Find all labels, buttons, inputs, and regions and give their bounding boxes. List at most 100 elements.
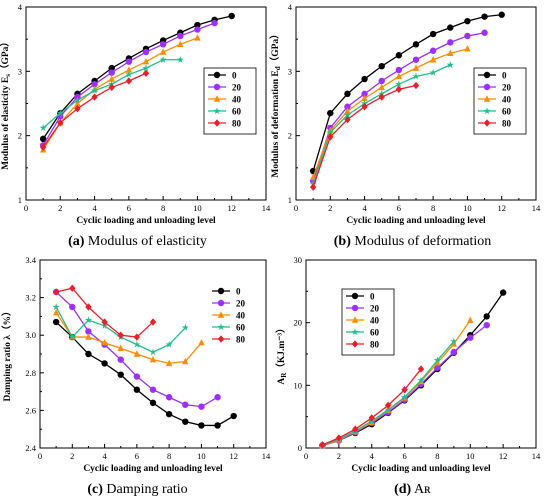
data-point [117,371,124,378]
legend-marker [217,335,225,343]
legend-label: 0 [502,71,507,81]
data-point [384,405,392,413]
data-point [412,64,420,71]
data-point [68,333,76,341]
x-tick-label: 4 [102,451,107,461]
x-tick-label: 4 [362,203,367,213]
data-point [412,81,420,90]
data-point [230,412,237,420]
data-point [181,323,189,331]
legend-label: 80 [232,119,242,129]
data-point [90,86,99,94]
data-point [101,360,108,367]
legend: 0 20 40 60 80 [341,288,395,356]
x-tick-label: 10 [197,451,206,461]
legend-label: 0 [232,71,237,81]
series-80 [309,81,420,191]
data-point [481,13,488,20]
x-tick-label: 8 [167,451,171,461]
x-tick-label: 0 [38,451,42,461]
data-point [39,143,47,151]
data-point [198,339,205,346]
series-line [55,312,202,365]
chart-panel-c: 0 2 4 6 8 10 12 14 2.4 2.6 2.8 3.0 3.2 3.4 Cyclic load… [1,255,271,474]
series-80 [39,69,150,151]
legend-label: 60 [502,107,512,117]
data-point [361,75,368,83]
caption-b: (b) Modulus of deformation [333,234,492,249]
series-40 [52,308,205,367]
data-point [91,81,98,88]
y-tick-label: 3 [288,66,292,76]
x-axis-label: Cyclic loading and unloading level [83,464,223,474]
y-axis-label: AR（KJ.m⁻³） [275,323,288,384]
data-point [395,85,403,94]
data-point [378,93,385,101]
data-point [182,357,189,365]
x-tick-label: 4 [370,451,375,461]
x-axis-label: Cyclic loading and unloading level [76,216,216,226]
data-point [412,56,420,63]
data-point [378,83,385,91]
legend: 0 20 40 60 80 [203,67,257,135]
data-point [117,331,124,339]
data-point [434,364,441,371]
data-point [176,55,184,63]
legend-marker [351,328,359,336]
legend-marker [483,71,491,79]
data-point [429,30,437,38]
chart-panel-d: 0 2 4 6 8 10 12 14 0 10 20 30 Cyclic loading and unl… [275,255,541,474]
caption-a: (a) Modulus of elasticity [68,234,207,249]
data-point [228,12,235,20]
y-axis-label: Modulus of deformation Ed（GPa） [269,29,282,177]
data-point [499,289,507,296]
legend: 0 20 40 60 80 [208,284,260,350]
legend-box [341,288,395,356]
legend-marker [217,299,225,307]
x-tick-label: 2 [58,203,62,213]
data-point [159,48,167,55]
data-point [117,344,124,352]
data-point [395,80,403,88]
legend-label: 20 [502,83,512,93]
legend-box [208,284,260,350]
series-40 [309,45,471,181]
x-tick-label: 10 [193,203,202,213]
y-tick-label: 3 [18,66,22,76]
data-point [74,104,81,113]
data-point [133,340,141,348]
data-point [133,333,141,341]
data-point [39,135,47,143]
data-point [368,414,375,422]
y-tick-label: 4 [288,2,293,12]
data-point [395,72,403,80]
data-point [412,41,420,48]
legend-label: 40 [232,95,242,105]
data-point [498,11,505,18]
data-point [361,103,368,111]
data-point [149,318,157,326]
legend-label: 0 [236,287,241,297]
data-point [361,94,368,102]
legend-marker [483,107,491,115]
data-point [149,355,157,363]
data-point [464,32,471,40]
data-point [483,313,490,320]
data-point [467,334,474,341]
legend-marker [217,287,225,295]
data-point [56,109,64,117]
data-point [133,373,141,380]
data-point [483,321,490,329]
y-tick-label: 1 [18,195,22,205]
series-80 [52,284,157,341]
data-point [52,318,60,326]
y-tick-label: 2.6 [25,405,36,415]
data-point [108,69,115,76]
data-point [125,58,133,65]
x-tick-label: 12 [229,451,238,461]
y-tick-label: 2 [288,131,292,141]
y-tick-label: 3.2 [25,293,36,303]
legend-marker [213,71,221,79]
data-point [450,348,458,356]
